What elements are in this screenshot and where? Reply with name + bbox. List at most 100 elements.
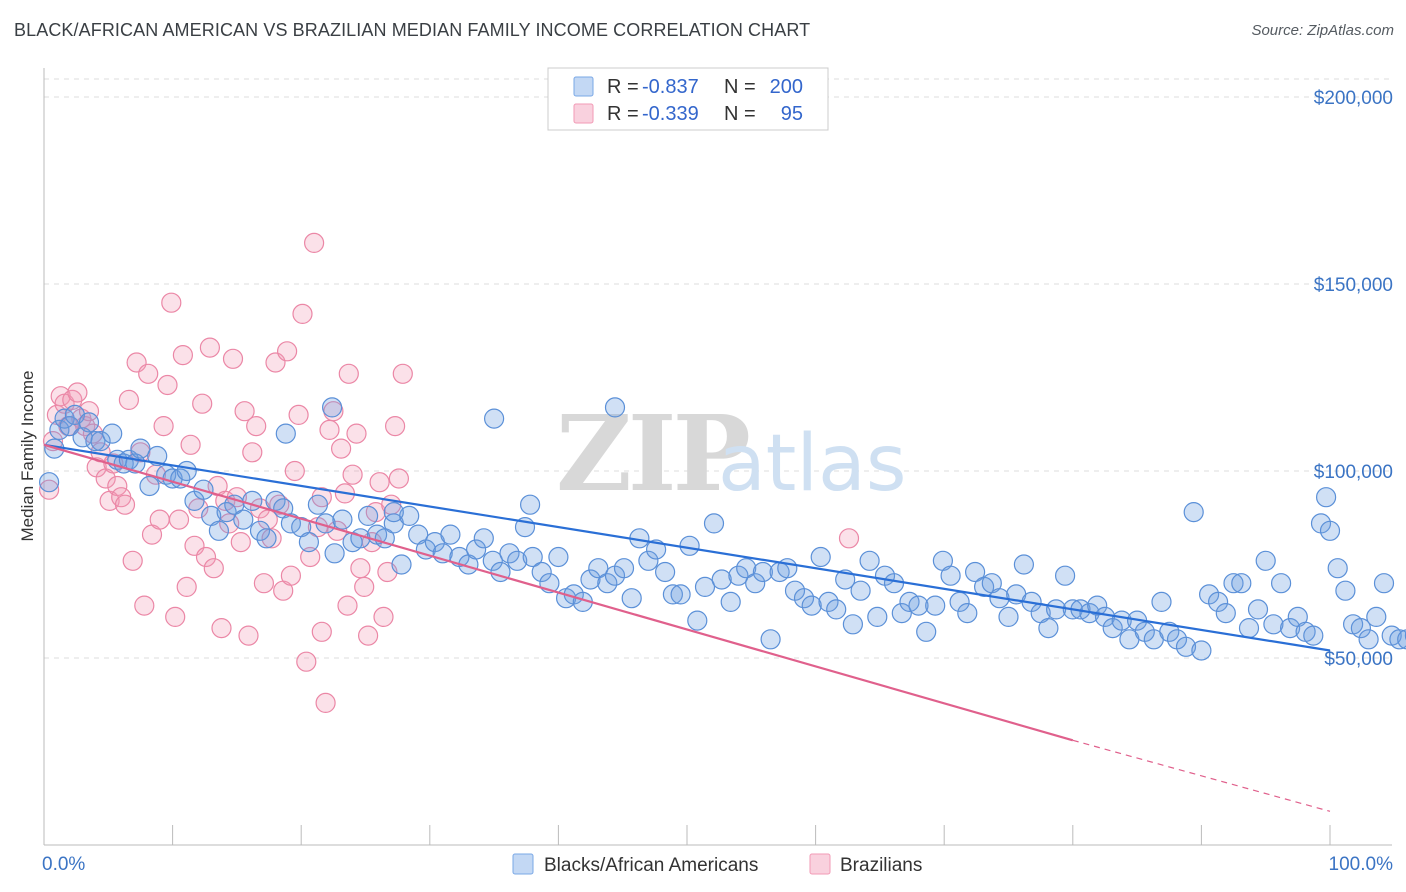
brazilians-point-24 — [134, 595, 155, 616]
blacks-point-17 — [147, 445, 168, 467]
brazilians-point-33 — [168, 509, 190, 530]
watermark-atlas: atlas — [718, 419, 907, 509]
blacks-point-127 — [1045, 599, 1067, 620]
blacks-point-121 — [998, 606, 1019, 628]
blacks-trend-line — [43, 443, 1331, 652]
brazilians-point-7 — [67, 382, 88, 403]
blacks-point-144 — [1183, 501, 1204, 523]
blacks-point-153 — [1255, 550, 1276, 571]
legend-item-blacks-label: Blacks/African Americans — [544, 855, 758, 876]
brazilians-point-61 — [277, 341, 298, 362]
blacks-point-132 — [1087, 595, 1108, 616]
blacks-point-66 — [548, 546, 569, 568]
blacks-point-92 — [760, 629, 781, 650]
brazilians-point-89 — [385, 416, 406, 437]
blacks-point-100 — [826, 599, 847, 620]
blacks-point-188 — [322, 397, 343, 418]
blacks-point-86 — [711, 569, 732, 590]
blacks-point-34 — [280, 513, 301, 534]
blacks-point-91 — [752, 561, 774, 583]
blacks-point-103 — [850, 580, 871, 601]
chart-title: BLACK/AFRICAN AMERICAN VS BRAZILIAN MEDI… — [14, 20, 811, 40]
blacks-point-141 — [1159, 621, 1180, 642]
blacks-point-116 — [957, 602, 978, 624]
blacks-point-143 — [1175, 636, 1197, 657]
blacks-point-187 — [604, 397, 626, 418]
brazilians-point-81 — [354, 576, 375, 598]
legend-n-label-2: N = — [724, 103, 756, 125]
regression-lines — [43, 443, 1331, 812]
brazilians-point-57 — [261, 528, 282, 549]
blacks-point-48 — [399, 505, 420, 527]
blacks-point-0 — [38, 472, 60, 493]
blacks-point-74 — [613, 558, 635, 579]
brazilians-point-41 — [199, 337, 220, 358]
blacks-point-84 — [694, 576, 716, 598]
legend-n-value-2: 95 — [781, 103, 803, 125]
blacks-point-98 — [810, 546, 831, 568]
blacks-point-172 — [1397, 629, 1406, 650]
legend-n-value-1: 200 — [770, 76, 803, 98]
blacks-point-25 — [208, 520, 229, 541]
blacks-point-96 — [793, 588, 815, 609]
blacks-point-191 — [519, 494, 541, 515]
blacks-point-123 — [1013, 554, 1035, 575]
blacks-point-61 — [507, 550, 528, 571]
blacks-point-110 — [908, 595, 929, 616]
brazilians-point-67 — [300, 546, 321, 568]
brazilians-point-51 — [238, 625, 259, 646]
brazilians-point-52 — [242, 442, 263, 463]
blacks-point-64 — [531, 561, 552, 583]
blacks-point-140 — [1151, 591, 1172, 613]
y-tick-label-2: $150,000 — [1314, 275, 1393, 296]
brazilians-point-20 — [118, 389, 139, 410]
blacks-point-126 — [1038, 617, 1059, 639]
blacks-point-111 — [916, 621, 937, 642]
brazilians-point-36 — [180, 434, 201, 455]
brazilians-point-94 — [311, 621, 332, 642]
brazilians-point-86 — [373, 606, 394, 628]
brazilians-point-0 — [38, 479, 60, 500]
blacks-point-162 — [1319, 520, 1341, 541]
blacks-point-89 — [736, 558, 757, 579]
y-axis-title: Median Family Income — [18, 370, 37, 541]
brazilians-point-65 — [292, 303, 313, 324]
brazilians-point-39 — [192, 393, 213, 414]
brazilians-point-68 — [304, 232, 325, 253]
brazilians-point-90 — [388, 468, 409, 489]
brazilians-point-17 — [107, 475, 128, 497]
brazilians-point-29 — [153, 416, 174, 437]
blacks-point-147 — [1207, 591, 1229, 613]
blacks-point-105 — [867, 606, 888, 628]
series-legend: Blacks/African Americans Brazilians — [512, 853, 922, 876]
blacks-point-57 — [473, 528, 494, 549]
brazilians-point-77 — [338, 363, 359, 384]
brazilians-point-55 — [253, 573, 274, 594]
blacks-point-77 — [638, 550, 659, 571]
legend-r-label-2: R = — [607, 103, 639, 125]
brazilians-point-85 — [369, 472, 390, 493]
blacks-point-161 — [1315, 487, 1337, 508]
blacks-point-114 — [940, 565, 961, 586]
blacks-point-155 — [1270, 573, 1292, 594]
blacks-point-47 — [391, 554, 412, 575]
brazilians-point-30 — [157, 374, 178, 396]
brazilians-point-66 — [296, 651, 317, 672]
brazilians-point-78 — [342, 464, 363, 485]
blacks-point-2 — [49, 419, 70, 440]
brazilians-point-71 — [315, 692, 336, 714]
brazilians-point-19 — [114, 494, 136, 515]
blacks-point-148 — [1215, 602, 1236, 624]
y-axis-tick-labels: $50,000 $100,000 $150,000 $200,000 — [1314, 88, 1393, 670]
series-brazilians-points — [38, 232, 860, 714]
brazilians-point-79 — [346, 423, 367, 444]
blacks-point-112 — [925, 595, 946, 616]
blacks-point-81 — [670, 584, 691, 605]
blacks-point-108 — [891, 602, 912, 624]
blacks-point-88 — [728, 565, 749, 586]
brazilians-point-63 — [284, 460, 305, 482]
blacks-point-26 — [216, 501, 237, 523]
blacks-point-15 — [130, 438, 151, 459]
blacks-point-169 — [1373, 573, 1395, 594]
blacks-point-78 — [645, 539, 667, 560]
